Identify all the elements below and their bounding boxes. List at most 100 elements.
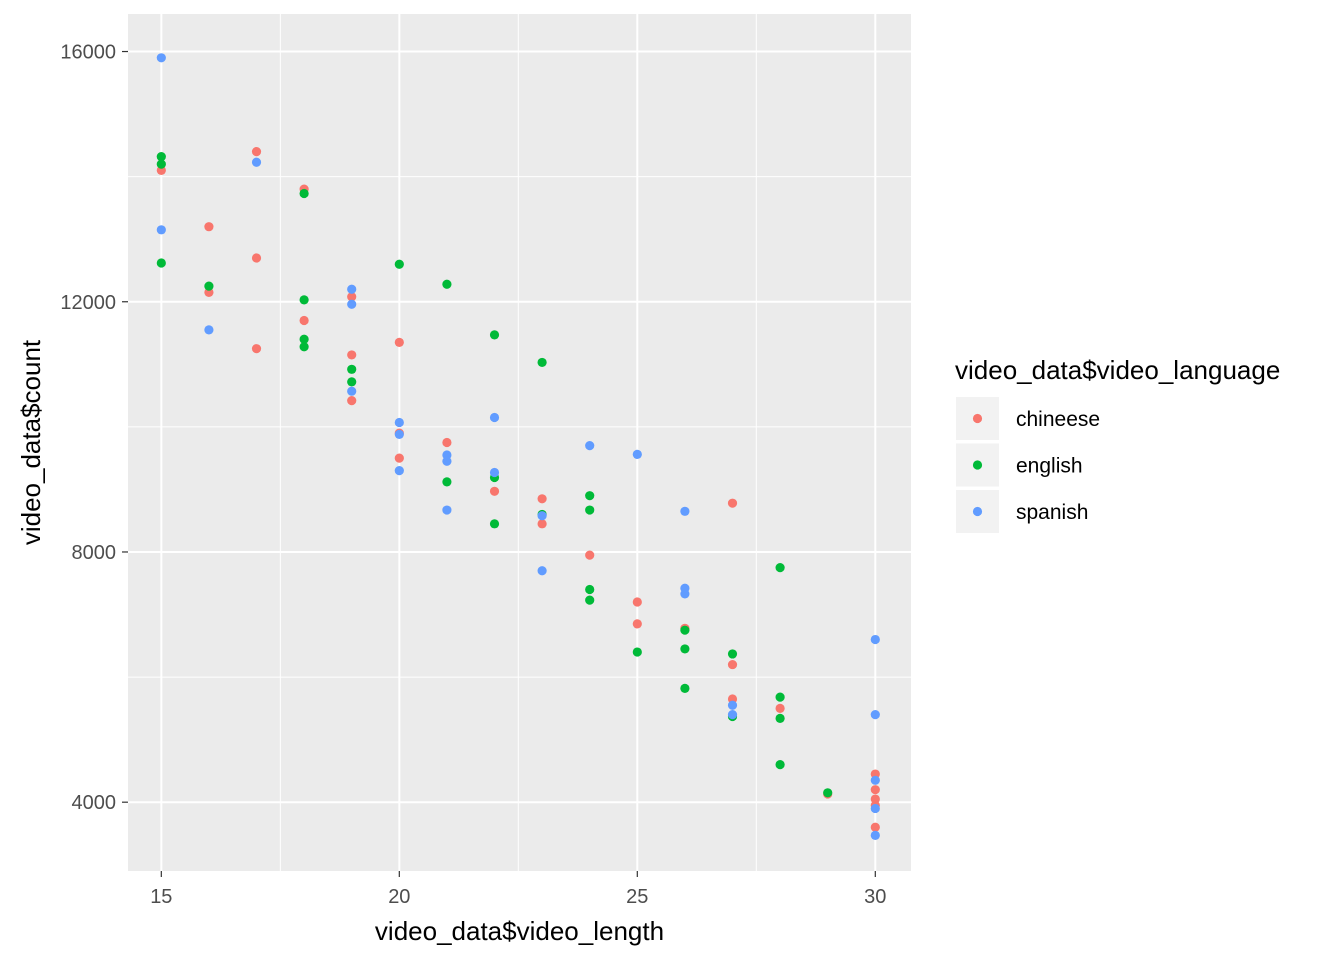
spanish-point-28: [870, 830, 880, 840]
x-axis-ticks: 15 20 25 30: [150, 871, 886, 908]
english-point-15: [489, 519, 500, 529]
legend-title: video_data$video_language: [955, 355, 1280, 385]
y-tick-label-3: 16000: [60, 42, 116, 64]
chineese-point-10: [347, 395, 357, 406]
spanish-point-9: [394, 466, 404, 476]
english-point-12: [442, 477, 452, 487]
spanish-point-14: [489, 467, 500, 478]
legend-items: chineese english spanish: [956, 397, 1100, 533]
english-point-31: [775, 760, 785, 770]
spanish-point-7: [394, 417, 404, 428]
chineese-point-28: [870, 785, 880, 795]
y-tick-label-1: 8000: [72, 542, 117, 564]
english-point-23: [680, 625, 690, 635]
spanish-point-16: [537, 566, 547, 576]
chineese-point-13: [394, 453, 404, 463]
legend-marker-english: [972, 460, 983, 470]
spanish-point-19: [680, 506, 690, 516]
english-point-7: [299, 342, 309, 352]
spanish-point-21: [680, 589, 690, 599]
legend-label-spanish: spanish: [1016, 501, 1088, 524]
major-gridlines: [128, 14, 911, 871]
legend-label-chineese: chineese: [1016, 408, 1100, 431]
x-axis-title: video_data$video_length: [375, 916, 664, 946]
chineese-point-17: [537, 519, 547, 529]
x-tick-label-2: 25: [626, 886, 648, 908]
spanish-point-0: [156, 53, 166, 63]
english-point-30: [775, 713, 785, 723]
spanish-point-25: [870, 710, 880, 720]
y-tick-label-2: 12000: [60, 292, 116, 314]
legend-marker-chineese: [972, 413, 983, 424]
chineese-point-23: [727, 659, 738, 670]
spanish-point-24: [870, 634, 880, 645]
x-tick-label-3: 30: [864, 886, 886, 908]
spanish-point-12: [442, 505, 452, 515]
spanish-point-4: [347, 284, 357, 294]
chineese-point-7: [299, 315, 309, 326]
x-tick-label-1: 20: [388, 886, 410, 908]
english-point-18: [585, 491, 595, 501]
english-point-21: [585, 595, 595, 605]
english-point-32: [823, 788, 833, 798]
legend-label-english: english: [1016, 455, 1083, 478]
y-axis-ticks: 4000 8000 12000 16000: [60, 42, 128, 814]
y-axis-title: video_data$count: [16, 339, 46, 545]
english-point-5: [299, 295, 309, 305]
spanish-point-22: [727, 700, 738, 710]
data-points: [156, 53, 880, 840]
english-point-22: [632, 647, 642, 657]
chineese-point-16: [537, 494, 547, 504]
spanish-point-18: [632, 449, 642, 459]
english-point-3: [204, 281, 214, 291]
chineese-point-8: [347, 292, 357, 302]
spanish-point-27: [870, 803, 880, 814]
english-point-13: [489, 330, 500, 340]
spanish-point-17: [585, 441, 595, 451]
english-point-19: [585, 505, 595, 515]
spanish-point-3: [251, 157, 262, 167]
chineese-point-19: [632, 597, 642, 607]
english-point-24: [680, 644, 690, 654]
english-point-16: [537, 357, 547, 368]
chineese-point-20: [632, 619, 642, 629]
english-point-20: [585, 584, 595, 595]
spanish-point-13: [489, 412, 500, 423]
english-point-9: [347, 377, 357, 387]
english-point-1: [156, 159, 166, 169]
spanish-point-11: [442, 456, 452, 466]
spanish-point-23: [727, 710, 738, 720]
chineese-point-1: [204, 222, 214, 232]
chineese-point-9: [347, 350, 357, 360]
english-point-4: [299, 188, 309, 199]
english-point-6: [299, 334, 309, 344]
english-point-2: [156, 258, 166, 268]
legend: video_data$video_language chineese englis…: [955, 355, 1280, 533]
english-point-10: [394, 259, 404, 269]
chineese-point-25: [775, 703, 785, 713]
english-point-26: [727, 649, 738, 659]
english-point-0: [156, 152, 166, 162]
spanish-point-26: [870, 775, 880, 785]
english-point-11: [442, 279, 452, 289]
chineese-point-4: [251, 253, 262, 263]
spanish-point-1: [156, 225, 166, 235]
english-point-28: [775, 563, 785, 573]
chineese-point-5: [251, 344, 262, 354]
spanish-point-5: [347, 299, 357, 309]
chineese-point-14: [442, 437, 452, 448]
chineese-point-18: [585, 550, 595, 560]
plot-panel: [128, 14, 911, 871]
spanish-point-2: [204, 325, 214, 335]
spanish-point-15: [537, 511, 547, 521]
spanish-point-8: [394, 429, 404, 439]
english-point-29: [775, 692, 785, 702]
chineese-point-3: [251, 147, 262, 157]
spanish-point-6: [347, 386, 357, 396]
chineese-point-11: [394, 337, 404, 348]
chineese-point-15: [489, 486, 500, 496]
english-point-25: [680, 683, 690, 693]
english-point-8: [347, 364, 357, 374]
y-tick-label-0: 4000: [72, 792, 117, 814]
